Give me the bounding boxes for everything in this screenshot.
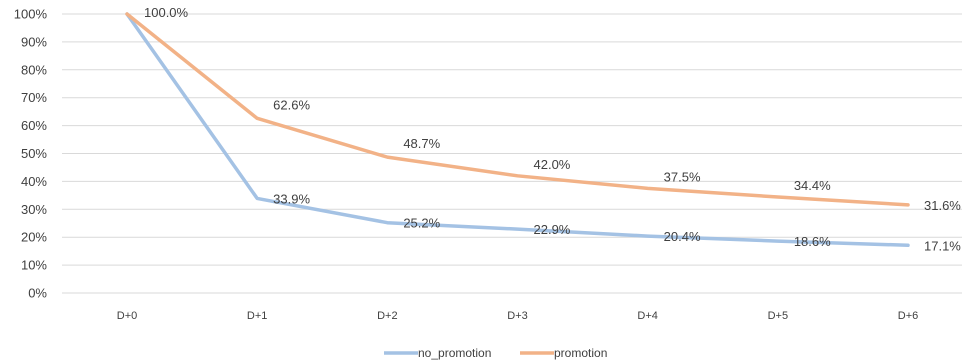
no-promotion-data-label: 25.2% — [403, 216, 440, 231]
y-tick-label: 90% — [21, 34, 47, 49]
y-tick-label: 50% — [21, 146, 47, 161]
gridlines — [62, 13, 962, 294]
y-tick-label: 0% — [28, 286, 47, 301]
promotion-legend-label: promotion — [554, 346, 607, 360]
x-tick-label: D+1 — [247, 310, 268, 322]
no-promotion-legend-label: no_promotion — [418, 346, 491, 360]
x-tick-label: D+4 — [637, 310, 658, 322]
no-promotion-data-label: 100.0% — [144, 5, 189, 20]
no-promotion-data-label: 18.6% — [794, 234, 831, 249]
y-tick-label: 20% — [21, 230, 47, 245]
series-lines — [125, 12, 910, 248]
promotion-data-label: 62.6% — [273, 97, 310, 112]
y-tick-label: 80% — [21, 62, 47, 77]
y-tick-label: 40% — [21, 174, 47, 189]
promotion-data-label: 42.0% — [534, 157, 571, 172]
no-promotion-line — [125, 12, 910, 248]
y-tick-label: 30% — [21, 202, 47, 217]
x-tick-label: D+2 — [377, 310, 398, 322]
no-promotion-data-label: 33.9% — [273, 191, 310, 206]
promotion-data-label: 34.4% — [794, 178, 831, 193]
promotion-data-label: 31.6% — [924, 198, 961, 213]
x-tick-label: D+0 — [117, 310, 138, 322]
promotion-data-label: 37.5% — [664, 169, 701, 184]
promotion-data-label: 48.7% — [403, 136, 440, 151]
y-tick-label: 60% — [21, 118, 47, 133]
legend: no_promotion promotion — [384, 346, 607, 360]
y-axis: 0% 10% 20% 30% 40% 50% 60% 70% 80% 90% 100% — [14, 7, 48, 301]
y-tick-label: 100% — [14, 7, 48, 22]
promotion-line — [125, 12, 910, 207]
y-tick-label: 10% — [21, 258, 47, 273]
no-promotion-data-label: 22.9% — [534, 222, 571, 237]
data-labels: 100.0% 33.9% 25.2% 22.9% 20.4% 18.6% 17.1% 62.6… — [144, 5, 961, 253]
x-tick-label: D+6 — [898, 310, 919, 322]
no-promotion-data-label: 20.4% — [664, 229, 701, 244]
no-promotion-data-label: 17.1% — [924, 238, 961, 253]
x-tick-label: D+3 — [507, 310, 528, 322]
x-axis: D+0 D+1 D+2 D+3 D+4 D+5 D+6 — [117, 310, 919, 322]
x-tick-label: D+5 — [768, 310, 789, 322]
y-tick-label: 70% — [21, 90, 47, 105]
